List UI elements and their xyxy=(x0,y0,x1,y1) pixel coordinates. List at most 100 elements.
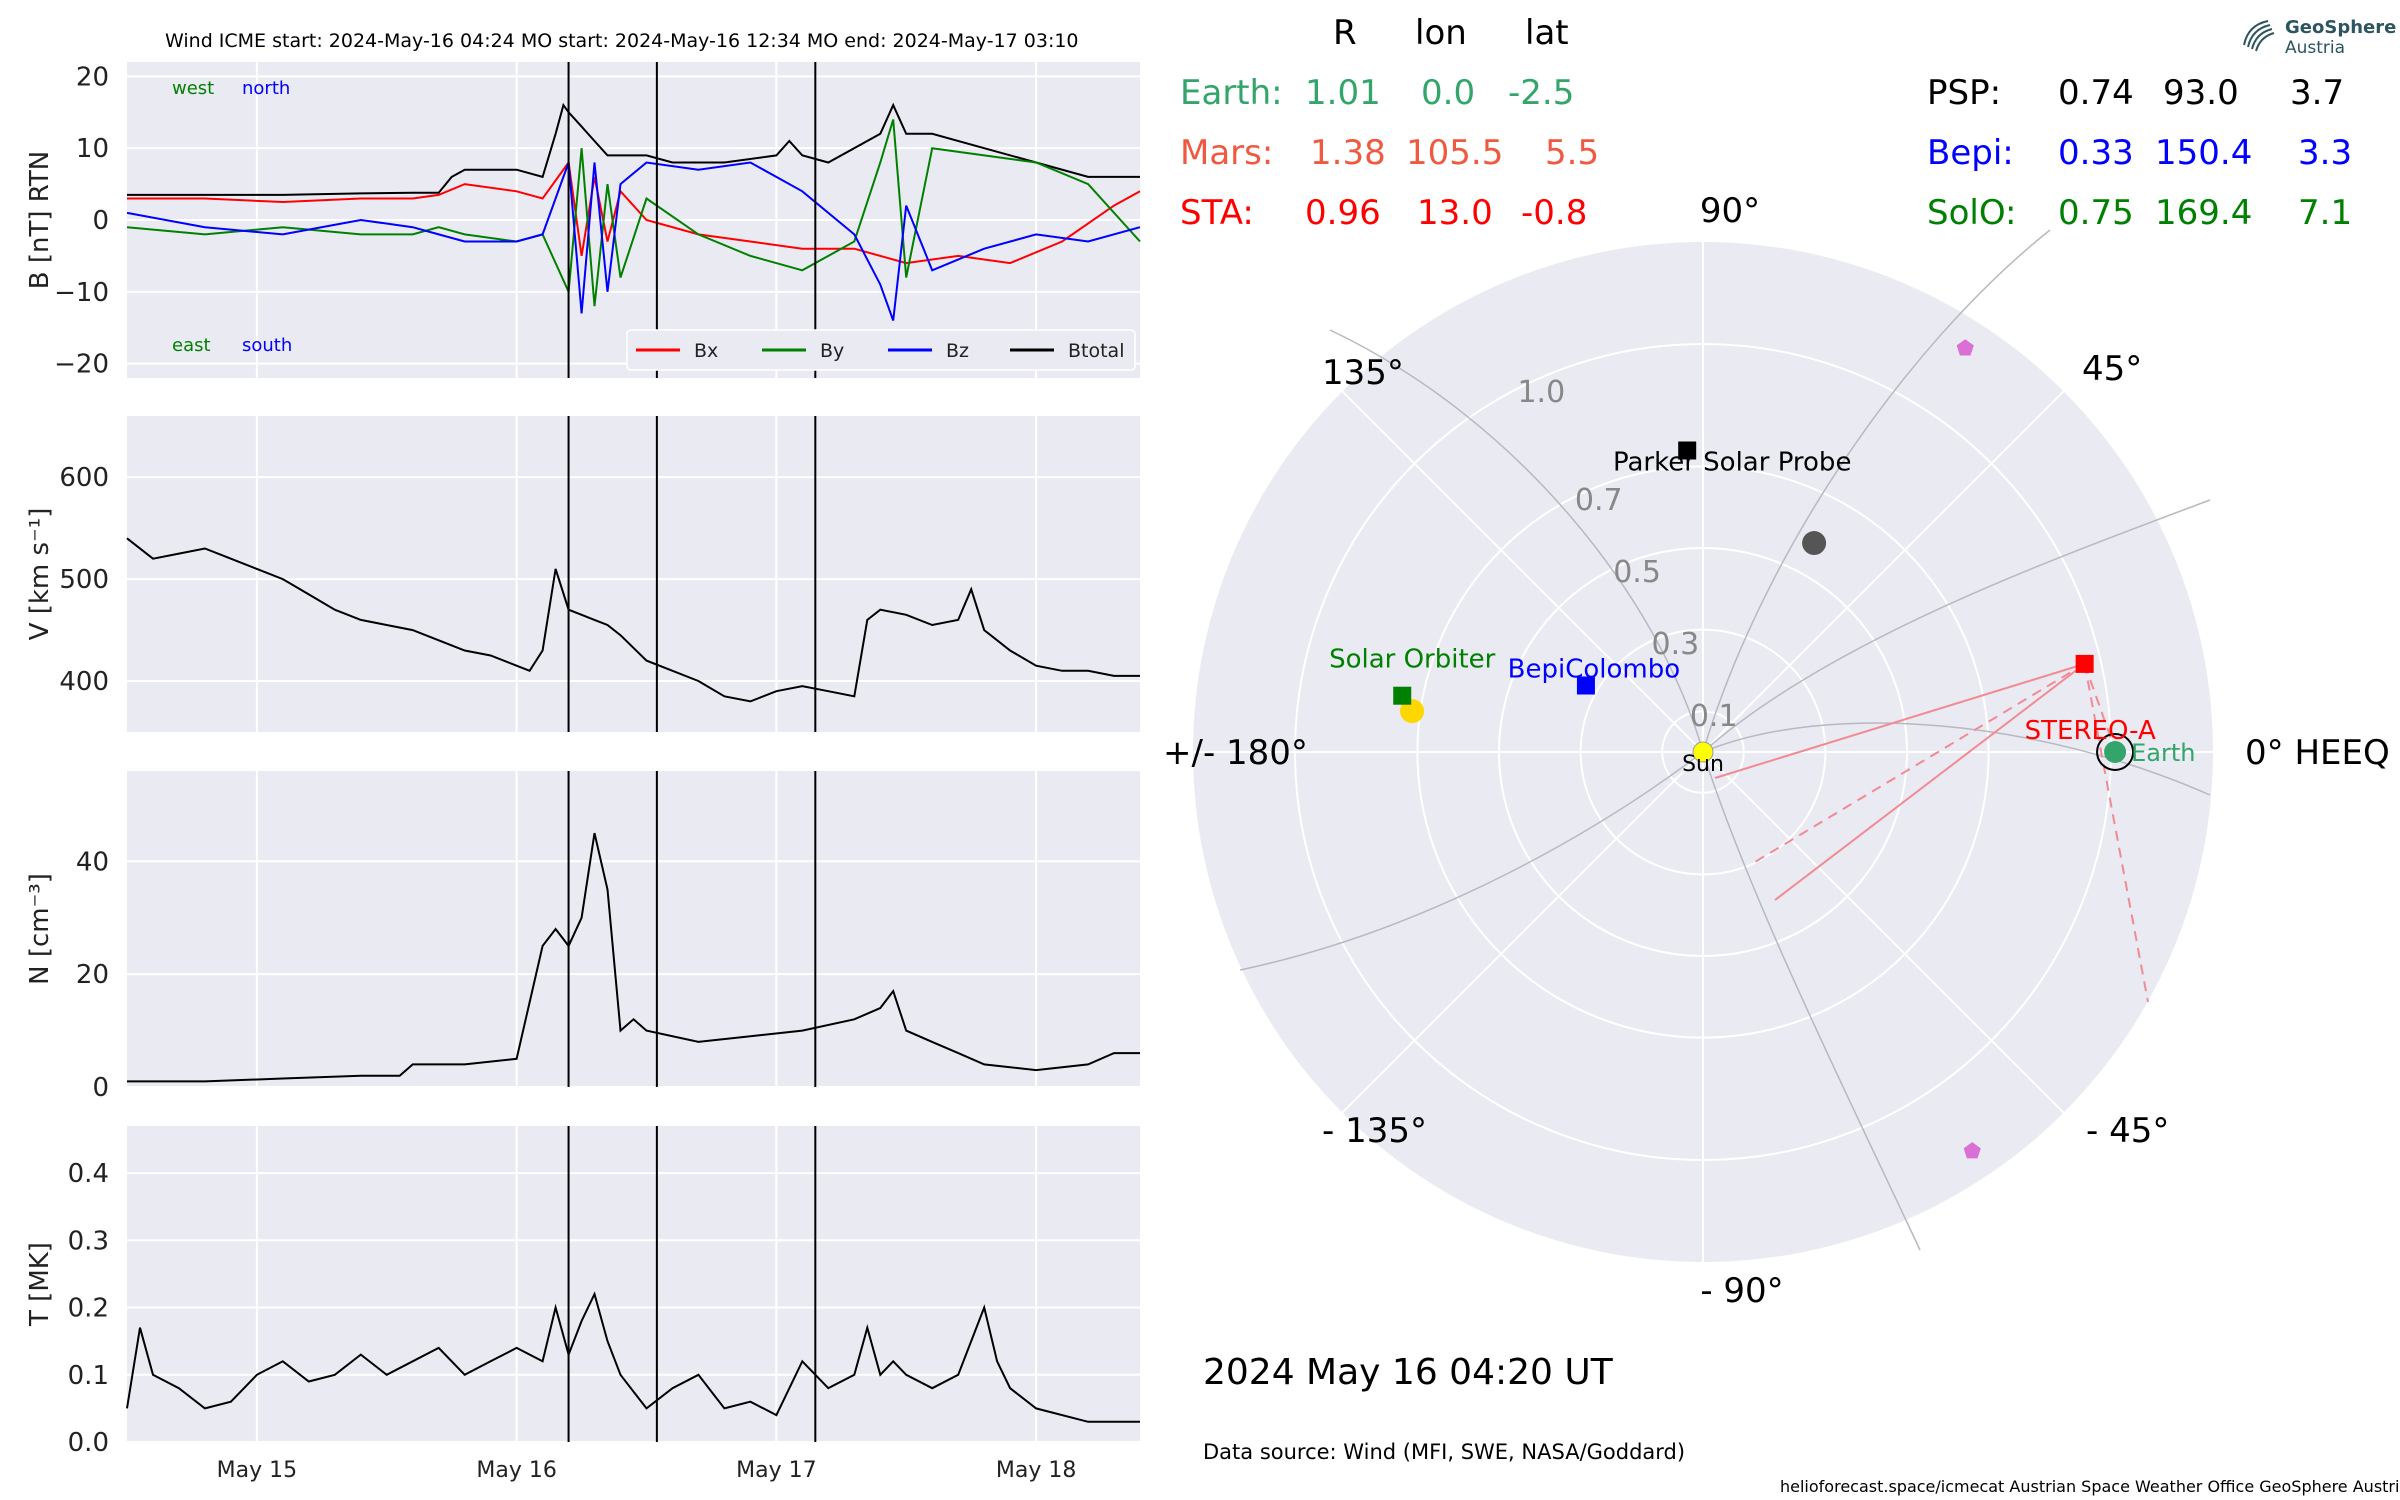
sta-r: 0.96 xyxy=(1305,193,1381,233)
y-axis-label: T [MK] xyxy=(25,1242,55,1327)
bepicolombo-label: BepiColombo xyxy=(1508,654,1681,684)
planet-grey xyxy=(1802,531,1827,556)
y-axis-label: B [nT] RTN xyxy=(25,151,55,290)
plot-date: 2024 May 16 04:20 UT xyxy=(1203,1352,1613,1393)
y-tick-label: 20 xyxy=(76,62,109,92)
psp-lon: 93.0 xyxy=(2163,73,2239,113)
logo-name: GeoSphere xyxy=(2285,17,2397,38)
stereo-a-label: STEREO-A xyxy=(2025,716,2156,746)
sta-label: STA: xyxy=(1180,193,1254,233)
pentagon-1 xyxy=(1956,339,1974,356)
header-r: R xyxy=(1333,13,1357,53)
panel-bg-3 xyxy=(127,1126,1140,1442)
x-tick-label: May 18 xyxy=(996,1458,1076,1483)
y-tick-label: 0.0 xyxy=(68,1428,109,1458)
mars-label: Mars: xyxy=(1180,133,1274,173)
y-tick-label: 0.1 xyxy=(68,1361,109,1391)
y-tick-label: 0.4 xyxy=(68,1159,109,1189)
earth-label: Earth xyxy=(2131,739,2195,767)
stereo-a-marker xyxy=(2075,654,2094,673)
bepicolombo-marker xyxy=(1576,676,1595,695)
panel-bg-1 xyxy=(127,416,1140,732)
spiral-line xyxy=(1702,751,1921,1251)
stereo-a-fov-line xyxy=(1749,663,2086,866)
x-tick-label: May 15 xyxy=(217,1458,297,1483)
earth-lon: 0.0 xyxy=(1421,73,1476,113)
sun-label: Sun xyxy=(1682,752,1724,777)
y-tick-label: 0.3 xyxy=(68,1226,109,1256)
stereo-a-fov-line xyxy=(2083,663,2149,1003)
r-tick-label: 0.1 xyxy=(1690,699,1738,734)
credits: helioforecast.space/icmecat Austrian Spa… xyxy=(1780,1477,2400,1496)
r-tick-label: 1.0 xyxy=(1517,375,1565,410)
x-tick-label: May 17 xyxy=(736,1458,816,1483)
parker-solar-probe-label: Parker Solar Probe xyxy=(1613,447,1851,477)
angle-label: 90° xyxy=(1700,191,1760,231)
angle-label: 135° xyxy=(1322,353,1404,393)
y-axis-label: N [cm⁻³] xyxy=(25,873,55,985)
planet-yellow xyxy=(1400,699,1425,724)
series-line-v xyxy=(126,537,1140,703)
wind-header-title: Wind ICME start: 2024-May-16 04:24 MO st… xyxy=(165,30,1079,52)
sun-marker xyxy=(1692,741,1714,763)
annotation-east: east xyxy=(172,335,211,356)
legend-label-bx: Bx xyxy=(694,340,718,362)
series-line-bx xyxy=(127,159,1141,265)
angle-label: +/- 180° xyxy=(1163,733,1308,773)
angle-label: - 90° xyxy=(1700,1271,1783,1311)
x-tick-label: May 16 xyxy=(476,1458,556,1483)
annotation-south: south xyxy=(242,335,292,356)
y-tick-label: 600 xyxy=(59,463,109,493)
mars-r: 1.38 xyxy=(1310,133,1386,173)
y-tick-label: −10 xyxy=(54,278,109,308)
mars-lon: 105.5 xyxy=(1406,133,1504,173)
series-line-n xyxy=(127,832,1140,1083)
earth-ring xyxy=(2096,733,2135,771)
spiral-line xyxy=(1329,329,1704,753)
y-tick-label: 0 xyxy=(92,1073,109,1103)
angle-label: 45° xyxy=(2082,349,2142,389)
panel-bg-2 xyxy=(127,771,1140,1087)
mars-lat: 5.5 xyxy=(1545,133,1600,173)
solo-label: SolO: xyxy=(1927,193,2017,233)
header-lat: lat xyxy=(1525,13,1569,53)
legend-box xyxy=(626,329,1136,371)
y-tick-label: 500 xyxy=(59,565,109,595)
y-tick-label: 10 xyxy=(76,134,109,164)
spiral-line xyxy=(1239,751,1704,971)
polar-spoke xyxy=(1341,390,1704,753)
logo-sub: Austria xyxy=(2285,38,2346,58)
polar-spoke xyxy=(1702,751,2065,1114)
angle-label: - 135° xyxy=(1322,1111,1427,1151)
earth-r: 1.01 xyxy=(1305,73,1381,113)
geosphere-logo-icon xyxy=(2238,15,2278,55)
y-tick-label: 40 xyxy=(76,847,109,877)
sta-lat: -0.8 xyxy=(1521,193,1588,233)
r-tick-label: 0.7 xyxy=(1575,483,1623,518)
parker-solar-probe-marker xyxy=(1678,441,1697,460)
bepi-r: 0.33 xyxy=(2058,133,2134,173)
solo-r: 0.75 xyxy=(2058,193,2134,233)
bepi-label: Bepi: xyxy=(1927,133,2014,173)
psp-lat: 3.7 xyxy=(2290,73,2345,113)
polar-spoke xyxy=(1341,751,1704,1114)
y-tick-label: −20 xyxy=(54,350,109,380)
psp-r: 0.74 xyxy=(2058,73,2134,113)
stereo-a-fov-line xyxy=(1714,662,2085,779)
sta-lon: 13.0 xyxy=(1417,193,1493,233)
spiral-line xyxy=(1702,722,2211,796)
y-tick-label: 400 xyxy=(59,667,109,697)
series-line-t xyxy=(126,1291,1140,1423)
angle-label: - 45° xyxy=(2086,1111,2169,1151)
data-source: Data source: Wind (MFI, SWE, NASA/Goddar… xyxy=(1203,1440,1686,1464)
r-tick-label: 0.3 xyxy=(1652,627,1700,662)
spiral-line xyxy=(1702,229,2051,753)
polar-spoke xyxy=(1702,390,2065,753)
earth-marker xyxy=(2104,741,2127,763)
spiral-line xyxy=(1702,499,2211,753)
r-tick-label: 0.5 xyxy=(1613,555,1661,590)
header-lon: lon xyxy=(1415,13,1467,53)
legend-label-bz: Bz xyxy=(946,340,969,362)
